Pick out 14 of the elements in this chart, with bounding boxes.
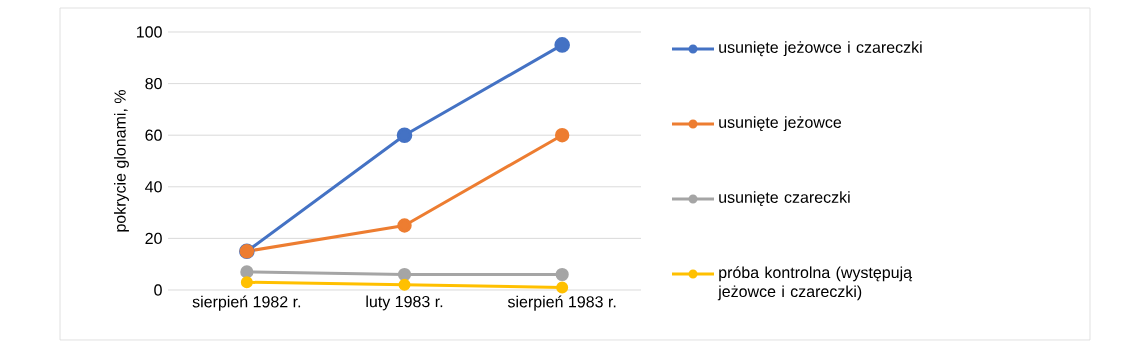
y-tick-label: 20 (145, 232, 162, 245)
x-tick-label: sierpień 1982 r. (192, 295, 301, 311)
legend-label: usunięte jeżowce (719, 116, 842, 132)
y-tick-label: 40 (145, 181, 162, 193)
y-axis-title: pokrycie glonami, % (114, 90, 129, 232)
y-tick-label: 0 (154, 284, 162, 296)
y-tick-label: 60 (145, 129, 162, 141)
legend-label: usunięte czareczki (719, 191, 850, 207)
legend-label: próba kontrolna (występują jeżowce i czareczki) (717, 266, 913, 301)
y-tick-label: 80 (145, 77, 162, 90)
legend-label: usunięte jeżowce i czareczki (719, 41, 922, 57)
x-tick-label: luty 1983 r. (366, 295, 443, 311)
y-tick-label: 100 (137, 26, 162, 38)
x-tick-label: sierpień 1983 r. (507, 295, 616, 311)
